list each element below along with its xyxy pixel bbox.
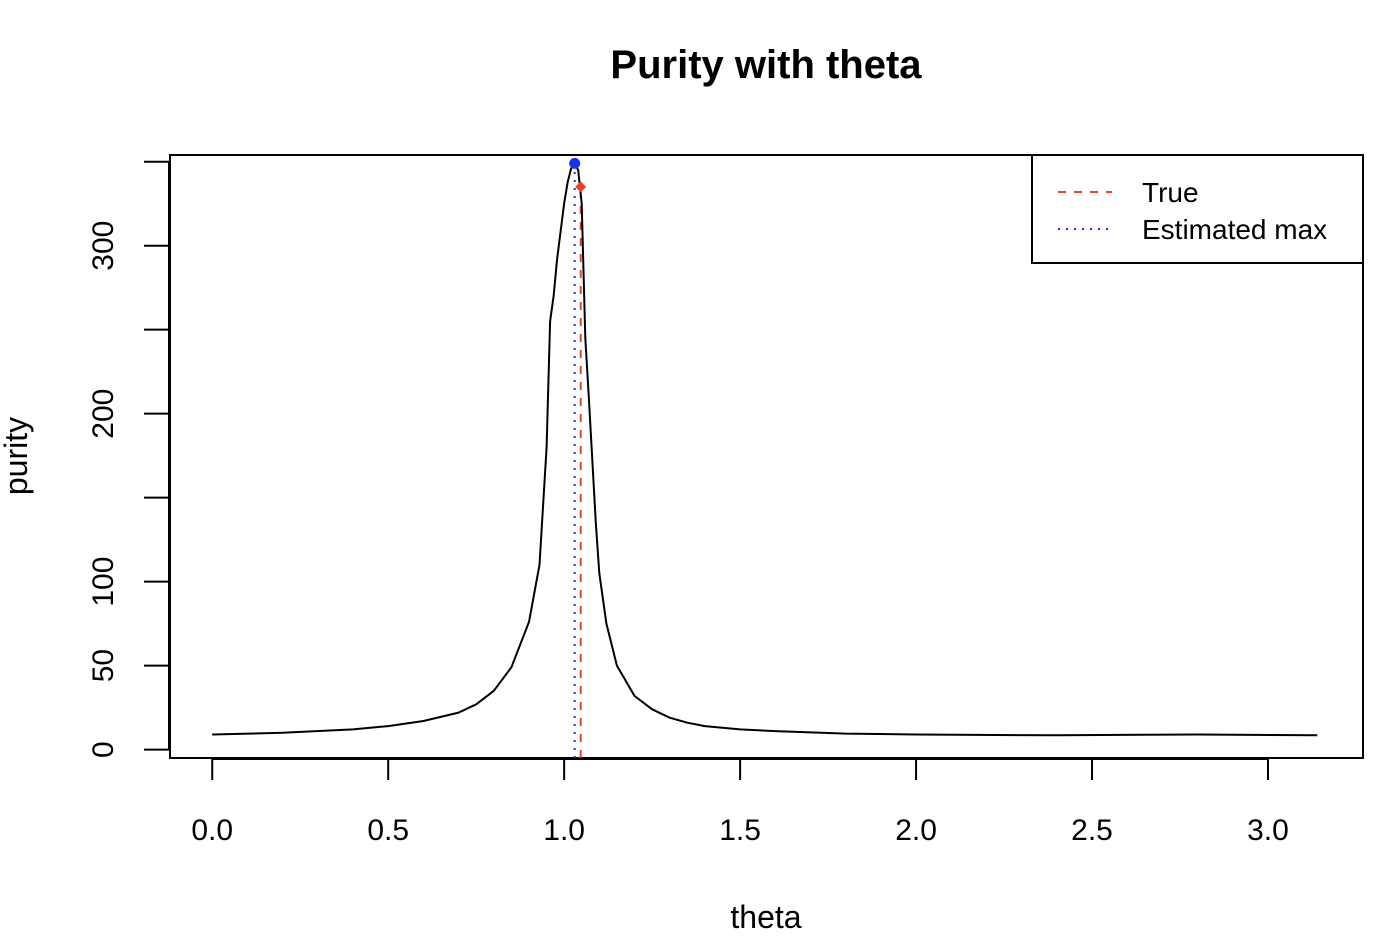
legend-box bbox=[1031, 154, 1364, 264]
series-layer bbox=[212, 162, 1318, 737]
purity-series-line bbox=[212, 162, 1318, 737]
legend-true-label: True bbox=[1142, 177, 1199, 208]
x-tick-label: 0.0 bbox=[191, 814, 233, 847]
y-tick-label: 300 bbox=[87, 221, 120, 271]
x-tick-label: 2.5 bbox=[1071, 814, 1113, 847]
x-axis-label: theta bbox=[730, 899, 801, 935]
legend: True Estimated max bbox=[1031, 154, 1364, 264]
point-markers bbox=[569, 157, 587, 193]
estimated-max-point bbox=[569, 157, 581, 169]
chart-title: Purity with theta bbox=[610, 43, 922, 87]
reference-lines bbox=[573, 163, 582, 758]
y-tick-label: 0 bbox=[87, 741, 120, 758]
y-tick-label: 100 bbox=[87, 557, 120, 607]
y-tick-label: 200 bbox=[87, 389, 120, 439]
x-tick-label: 0.5 bbox=[367, 814, 409, 847]
x-tick-label: 1.0 bbox=[543, 814, 585, 847]
true-value-point bbox=[575, 181, 587, 193]
x-tick-label: 1.5 bbox=[719, 814, 761, 847]
y-axis: 0 50 100 200 300 bbox=[87, 160, 170, 758]
x-tick-label: 2.0 bbox=[895, 814, 937, 847]
x-axis: 0.0 0.5 1.0 1.5 2.0 2.5 3.0 bbox=[191, 758, 1289, 847]
x-tick-label: 3.0 bbox=[1247, 814, 1289, 847]
legend-estimated-label: Estimated max bbox=[1142, 214, 1327, 245]
y-axis-label: purity bbox=[0, 417, 34, 495]
y-tick-label: 50 bbox=[87, 649, 120, 682]
